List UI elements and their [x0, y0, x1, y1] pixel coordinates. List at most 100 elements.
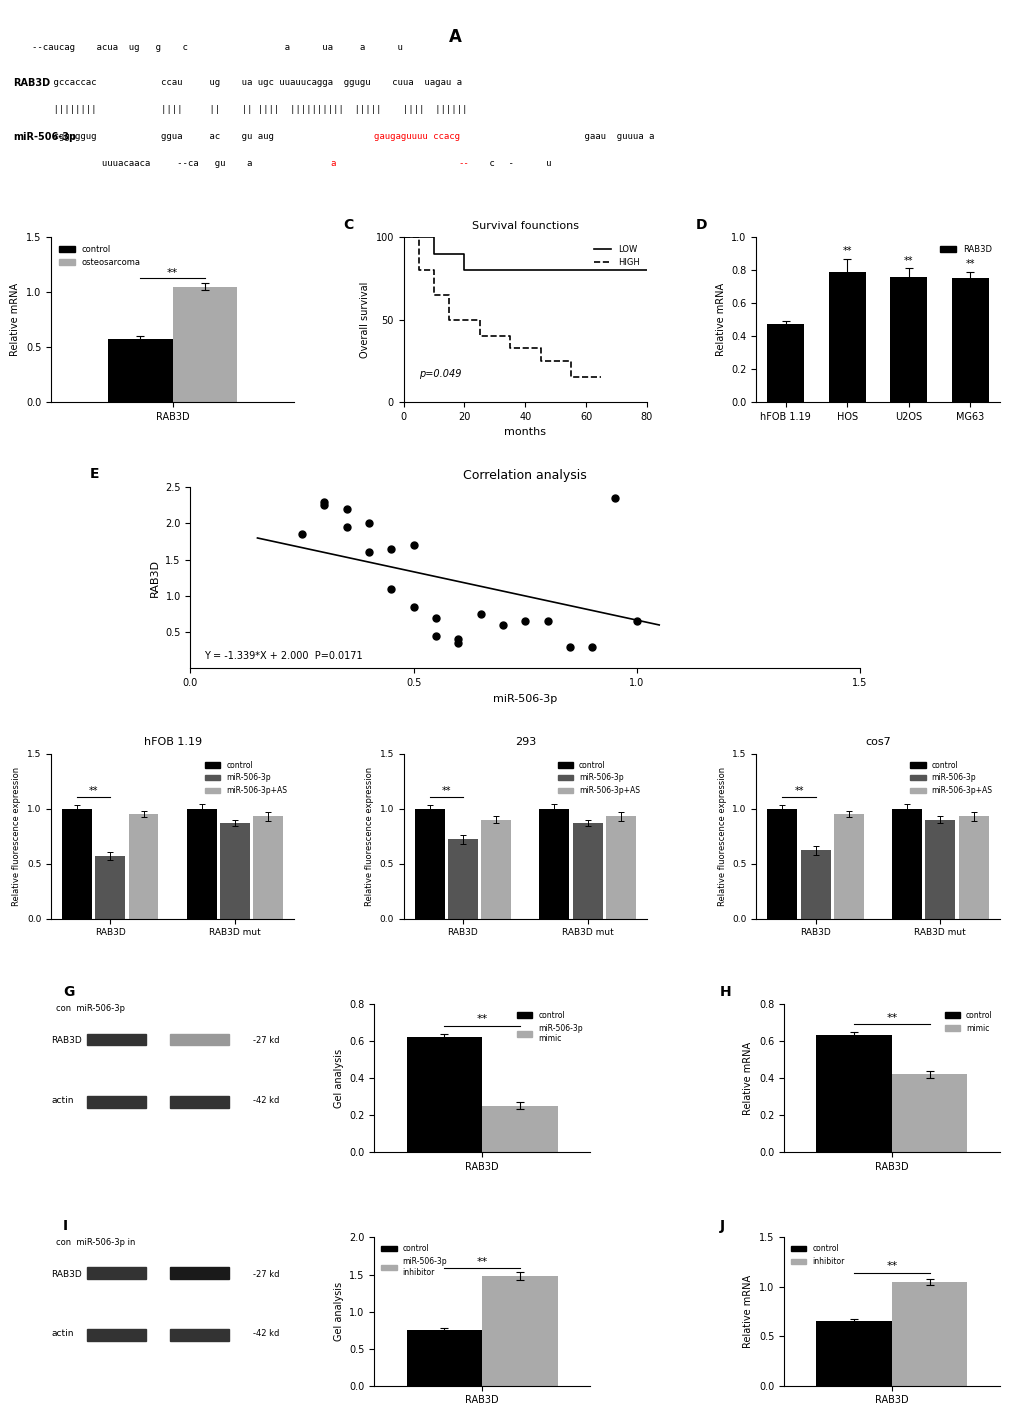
Point [427, 625, 443, 648]
Text: **: ** [964, 259, 974, 269]
Bar [815, 1322, 891, 1386]
Text: **: ** [794, 786, 803, 796]
Y-axis label: Relative fluorescence expression: Relative fluorescence expression [12, 766, 21, 906]
Bar [186, 809, 216, 919]
Text: J: J [718, 1219, 723, 1233]
Y-axis label: Gel analysis: Gel analysis [333, 1282, 343, 1340]
Text: **: ** [903, 256, 913, 266]
Point [293, 523, 310, 546]
Title: 293: 293 [515, 738, 535, 748]
Title: cos7: cos7 [864, 738, 890, 748]
Text: -27 kd: -27 kd [253, 1270, 279, 1280]
Title: Survival founctions: Survival founctions [472, 221, 578, 230]
Bar [482, 1106, 557, 1152]
Point [628, 609, 644, 632]
Bar [482, 1275, 557, 1386]
Bar [407, 1038, 482, 1152]
Text: a: a [330, 160, 336, 168]
LOW [580, 262, 592, 279]
Bar [924, 820, 955, 919]
Text: Y = -1.339*X + 2.000  P=0.0171: Y = -1.339*X + 2.000 P=0.0171 [204, 652, 362, 662]
Bar [87, 1329, 146, 1342]
Point [539, 609, 555, 632]
HIGH [565, 369, 577, 386]
HIGH [595, 369, 607, 386]
LOW [397, 229, 410, 246]
Bar [958, 816, 987, 919]
Legend: control, miR-506-3p
inhibitor: control, miR-506-3p inhibitor [378, 1241, 450, 1280]
Text: C: C [342, 218, 353, 232]
Y-axis label: Overall survival: Overall survival [360, 281, 370, 358]
Text: -      u: - u [487, 160, 551, 168]
Bar [407, 1331, 482, 1386]
LOW [458, 262, 470, 279]
Legend: control, miR-506-3p, miR-506-3p+AS: control, miR-506-3p, miR-506-3p+AS [554, 758, 642, 799]
Text: -42 kd: -42 kd [253, 1096, 278, 1104]
Title: hFOB 1.19: hFOB 1.19 [144, 738, 202, 748]
Bar [605, 816, 635, 919]
Bar [169, 1267, 228, 1280]
HIGH [413, 229, 425, 246]
Bar [539, 809, 569, 919]
Text: gaau  guuua a: gaau guuua a [562, 132, 654, 141]
HIGH [503, 339, 516, 356]
Y-axis label: RAB3D: RAB3D [150, 559, 160, 597]
Point [383, 537, 399, 560]
Text: D: D [695, 218, 706, 232]
HIGH [428, 262, 440, 279]
Bar [169, 1096, 228, 1107]
Point [338, 516, 355, 539]
Point [449, 628, 466, 650]
Point [316, 491, 332, 513]
Text: A: A [449, 28, 462, 47]
HIGH [442, 287, 454, 304]
Point [406, 595, 422, 618]
Text: I: I [63, 1219, 68, 1233]
Line: LOW: LOW [404, 238, 646, 270]
Legend: control, miR-506-3p
mimic: control, miR-506-3p mimic [514, 1008, 586, 1046]
Legend: control, inhibitor: control, inhibitor [787, 1241, 847, 1270]
Bar [415, 809, 444, 919]
HIGH [534, 352, 546, 369]
Bar [95, 855, 125, 919]
Text: **: ** [167, 267, 178, 277]
Bar [220, 823, 250, 919]
Legend: LOW, HIGH: LOW, HIGH [590, 242, 642, 270]
Bar [87, 1267, 146, 1280]
Title: Correlation analysis: Correlation analysis [463, 469, 587, 482]
Bar [572, 823, 602, 919]
LOW [458, 245, 470, 262]
Bar [891, 1282, 966, 1386]
Text: cgguggug            ggua     ac    gu aug: cgguggug ggua ac gu aug [32, 132, 279, 141]
Text: **: ** [89, 786, 98, 796]
Text: uuuacaaca     --ca   gu    a: uuuacaaca --ca gu a [32, 160, 274, 168]
Bar [951, 279, 987, 402]
Point [406, 534, 422, 557]
Point [584, 635, 600, 658]
Point [494, 614, 511, 636]
Y-axis label: Gel analysis: Gel analysis [333, 1048, 343, 1107]
Bar [828, 271, 865, 402]
Text: p=0.049: p=0.049 [419, 369, 461, 379]
Text: -27 kd: -27 kd [253, 1036, 279, 1045]
Point [316, 493, 332, 516]
Point [606, 486, 623, 509]
Bar [815, 1035, 891, 1152]
Text: ||||||||            ||||     ||    || ||||  ||||||||||  |||||    ||||  ||||||: |||||||| |||| || || |||| |||||||||| ||||… [32, 105, 467, 115]
Point [361, 542, 377, 564]
Text: actin: actin [51, 1329, 73, 1338]
Bar [892, 809, 921, 919]
Legend: control, miR-506-3p, miR-506-3p+AS: control, miR-506-3p, miR-506-3p+AS [906, 758, 995, 799]
Bar [481, 820, 511, 919]
Text: gccaccac            ccau     ug    ua ugc uuauucagga  ggugu    cuua  uagau a: gccaccac ccau ug ua ugc uuauucagga ggugu… [32, 78, 462, 86]
Bar [128, 814, 158, 919]
X-axis label: miR-506-3p: miR-506-3p [493, 694, 556, 704]
Point [338, 498, 355, 520]
Y-axis label: Relative mRNA: Relative mRNA [743, 1042, 753, 1114]
Bar [447, 840, 478, 919]
Text: RAB3D: RAB3D [51, 1036, 82, 1045]
HIGH [534, 339, 546, 356]
Point [427, 607, 443, 629]
HIGH [413, 262, 425, 279]
Bar [890, 277, 926, 402]
